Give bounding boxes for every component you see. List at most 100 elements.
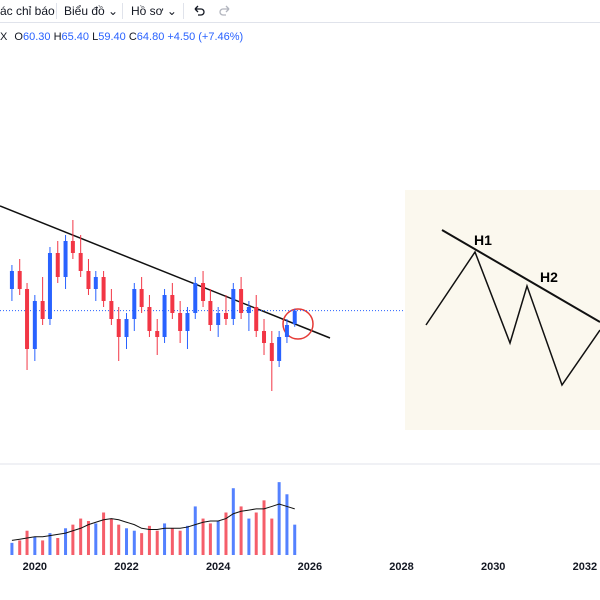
separator: [183, 3, 184, 19]
volume-bar: [155, 530, 159, 555]
volume-bar: [170, 528, 174, 555]
volume-bar: [25, 530, 29, 555]
c-label: C: [128, 31, 137, 43]
candle-body: [178, 313, 183, 331]
volume-bar: [270, 518, 274, 555]
volume-bar: [201, 518, 205, 555]
candle-body: [147, 307, 152, 331]
candle-body: [284, 325, 289, 337]
candle-body: [239, 289, 244, 313]
volume-bar: [117, 524, 121, 555]
volume-bar: [254, 512, 258, 555]
candle-body: [185, 313, 190, 331]
x-tick-label: 2020: [23, 561, 47, 573]
pattern-label: H1: [474, 232, 492, 248]
candle-body: [193, 283, 198, 313]
candle-body: [223, 313, 228, 319]
chart-type-button[interactable]: Biểu đồ ⌄: [64, 4, 119, 18]
volume-bar: [140, 533, 144, 555]
candle-body: [254, 307, 259, 331]
volume-bar: [163, 523, 167, 555]
volume-bar: [10, 542, 14, 555]
x-tick-label: 2030: [481, 561, 505, 573]
volume-bar: [33, 536, 37, 555]
volume-bar: [277, 482, 281, 555]
separator: [56, 3, 57, 19]
x-tick-label: 2028: [389, 561, 413, 573]
change: +4.50 (+7.46%): [167, 31, 244, 43]
candle-body: [32, 301, 37, 349]
undo-button[interactable]: [192, 4, 206, 18]
volume-bar: [216, 521, 220, 555]
o-label: O: [14, 31, 23, 43]
indicators-button[interactable]: ác chỉ báo: [0, 4, 55, 18]
volume-bar: [185, 525, 189, 555]
candle-body: [17, 271, 22, 289]
h-label: H: [53, 31, 62, 43]
volume-bar: [18, 540, 22, 555]
candle-body: [101, 277, 106, 301]
toolbar: ác chỉ báo Biểu đồ ⌄ Hồ sơ ⌄: [0, 0, 600, 23]
candle-body: [292, 310, 297, 325]
volume-bar: [178, 530, 182, 555]
pattern-panel: [405, 190, 600, 430]
volume-bar: [125, 528, 129, 555]
candle-body: [55, 253, 60, 277]
volume-bar: [48, 533, 52, 555]
candle-body: [208, 301, 213, 325]
volume-bar: [102, 512, 106, 555]
volume-ma-line: [11, 503, 295, 541]
candle-body: [9, 271, 14, 289]
volume-bar: [293, 524, 297, 555]
volume-bar: [224, 512, 228, 555]
candle-body: [25, 289, 30, 349]
volume-bar: [247, 518, 251, 555]
close: 64.80: [136, 31, 165, 43]
candle-body: [70, 241, 75, 253]
label: Biểu đồ: [64, 4, 105, 18]
candle-body: [269, 343, 274, 361]
x-tick-label: 2026: [298, 561, 322, 573]
candle-body: [116, 319, 121, 337]
redo-button[interactable]: [218, 4, 232, 18]
volume-bar: [262, 500, 266, 555]
volume-bar: [94, 523, 98, 555]
pattern-zigzag: [425, 250, 600, 387]
candle-body: [231, 289, 236, 319]
candle-body: [86, 271, 91, 289]
volume-bar: [86, 521, 90, 555]
x-tick-label: 2024: [206, 561, 231, 573]
label: Hồ sơ: [131, 4, 164, 18]
candle-body: [170, 295, 175, 313]
volume-bar: [147, 525, 151, 555]
candle-body: [40, 301, 45, 319]
volume-bar: [132, 530, 136, 555]
candle-body: [109, 301, 114, 319]
candle-body: [124, 319, 129, 337]
candle-body: [277, 337, 282, 361]
candle-body: [201, 283, 206, 301]
candle-body: [216, 313, 221, 325]
symbol: X: [0, 31, 8, 43]
trendline: [0, 205, 331, 339]
candle-body: [155, 331, 160, 337]
profile-button[interactable]: Hồ sơ ⌄: [131, 4, 177, 18]
separator: [122, 3, 123, 19]
volume-bar: [109, 518, 113, 555]
highlight-circle: [282, 308, 314, 340]
volume-bar: [231, 488, 235, 555]
open: 60.30: [22, 31, 51, 43]
candle-body: [47, 253, 52, 319]
volume-bar: [71, 524, 75, 555]
volume-bar: [79, 518, 83, 555]
candle-body: [246, 307, 251, 313]
volume-bar: [193, 506, 197, 555]
pattern-trendline: [441, 229, 600, 323]
candle-body: [162, 295, 167, 337]
x-tick-label: 2022: [114, 561, 138, 573]
pattern-label: H2: [540, 269, 558, 285]
candle-body: [132, 289, 137, 319]
candle-body: [139, 289, 144, 307]
